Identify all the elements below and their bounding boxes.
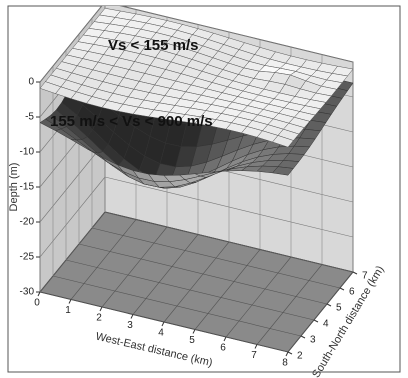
lower-surface <box>39 118 62 131</box>
tick-mark <box>37 291 41 297</box>
annotation: Vs < 155 m/s <box>108 37 198 54</box>
grid-line <box>78 243 328 305</box>
x-tick-label: 4 <box>158 328 164 339</box>
grid-line <box>225 256 292 338</box>
upper-surface <box>39 81 62 94</box>
y-tick-label: 7 <box>362 271 368 282</box>
tick-mark <box>130 314 134 319</box>
tick-mark <box>326 303 332 307</box>
x-tick-label: 3 <box>127 320 133 331</box>
tick-mark <box>161 321 165 327</box>
tick-mark <box>300 335 306 339</box>
tick-mark <box>254 344 258 349</box>
z-tick-label: -10 <box>20 147 35 158</box>
grid-line <box>101 226 168 308</box>
x-tick-label: 2 <box>96 313 102 324</box>
z-tick-label: -20 <box>20 217 35 228</box>
grid-line <box>163 241 230 323</box>
y-tick-label: 5 <box>336 303 342 314</box>
grid-line <box>104 211 354 273</box>
z-axis-title: Depth (m) <box>8 163 20 212</box>
grid-line <box>256 264 323 345</box>
z-tick-label: -25 <box>20 252 35 263</box>
grid-line <box>39 211 106 293</box>
x-tick-label: 1 <box>65 305 71 316</box>
grid-line <box>52 275 302 337</box>
x-tick-label: 5 <box>189 335 195 346</box>
tick-mark <box>192 329 196 334</box>
tick-mark <box>313 319 319 323</box>
tick-mark <box>68 299 72 304</box>
tick-mark <box>339 287 345 291</box>
y-tick-label: 4 <box>323 319 329 330</box>
grid-line <box>132 234 199 315</box>
grid-line <box>39 141 106 223</box>
x-tick-label: 6 <box>220 343 226 354</box>
z-tick-label: -30 <box>20 287 35 298</box>
x-tick-label: 7 <box>251 350 257 361</box>
y-tick-label: 6 <box>349 287 355 298</box>
tick-mark <box>223 336 227 342</box>
tick-mark <box>99 306 103 312</box>
x-tick-label: 0 <box>34 298 40 309</box>
z-tick-label: -15 <box>20 182 35 193</box>
z-tick-label: 0 <box>28 77 34 88</box>
annotation: 155 m/s < Vs < 900 m/s <box>50 113 213 130</box>
tick-mark <box>287 351 293 355</box>
grid-line <box>39 176 106 258</box>
tick-mark <box>352 271 358 275</box>
y-tick-label: 3 <box>310 335 316 346</box>
grid-line <box>194 249 261 330</box>
x-tick-label: 8 <box>282 358 288 369</box>
plot-area <box>39 6 354 353</box>
y-tick-label: 2 <box>297 351 303 362</box>
grid-line <box>70 219 137 300</box>
grid-line <box>39 6 103 83</box>
grid-line <box>287 271 354 353</box>
grid-line <box>91 227 341 289</box>
grid-line <box>65 259 315 321</box>
z-tick-label: -5 <box>25 112 34 123</box>
tick-mark <box>285 351 289 357</box>
